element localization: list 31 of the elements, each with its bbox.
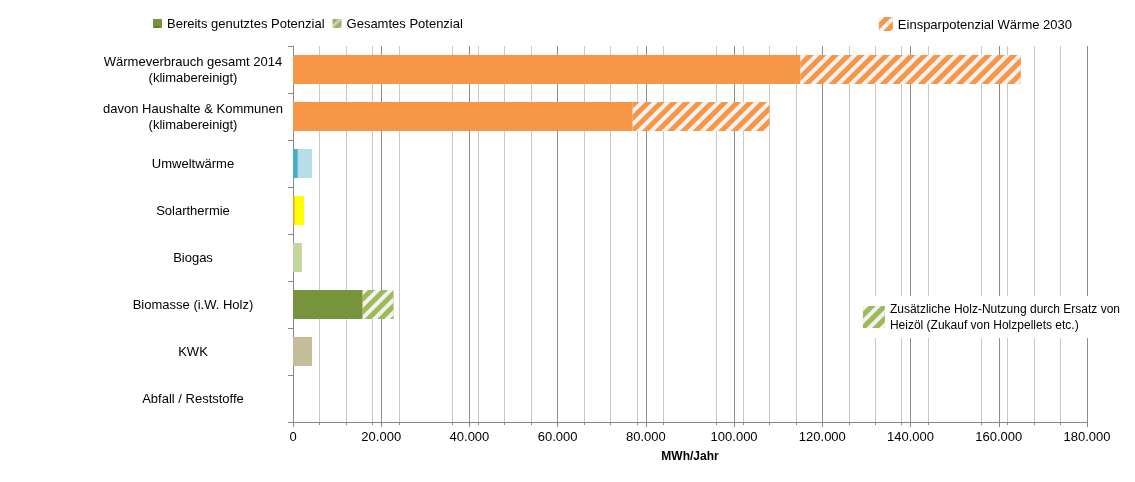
x-tick-label: 0 [289,429,297,444]
x-tick-label: 140.000 [887,429,935,444]
bar [293,102,633,131]
bar [294,196,305,225]
bar [293,149,298,178]
x-tick-label: 80.000 [626,429,666,444]
bar [293,55,801,84]
x-tick-label: 60.000 [537,429,578,444]
y-tick-label: Wärmeverbrauch gesamt 2014 (klimabereinigt) [103,54,283,85]
x-tick-label: 40.000 [449,429,490,444]
x-tick-label: 180.000 [1063,429,1111,444]
y-tick-label: davon Haushalte & Kommunen (klimabereinigt) [103,101,283,132]
x-tick-label: 100.000 [710,429,758,444]
legend-label: Einsparpotenzial Wärme 2030 [897,16,1073,32]
y-tick-label: Umweltwärme [151,156,235,171]
bar [293,337,312,366]
y-tick-label: Biomasse (i.W. Holz) [132,297,254,312]
y-tick-label: Biogas [173,250,214,265]
bar [293,243,302,272]
y-tick-label: Abfall / Reststoffe [142,391,244,406]
x-tick-label: 20.000 [361,429,402,444]
x-tick-label: 160.000 [975,429,1023,444]
x-tick-label: 120.000 [798,429,846,444]
x-axis-title: MWh/Jahr [661,449,719,463]
bar [297,149,312,178]
bar [293,290,363,319]
y-tick-label: Solarthermie [156,203,230,218]
y-tick-label: KWK [178,344,209,359]
legend-label: Bereits genutztes Potenzial [167,16,325,31]
legend-label: Gesamtes Potenzial [346,16,463,31]
legend-label: Zusätzliche Holz-Nutzung durch Ersatz von Heizöl (Zukauf von Holzpellets etc.) [889,302,1121,332]
